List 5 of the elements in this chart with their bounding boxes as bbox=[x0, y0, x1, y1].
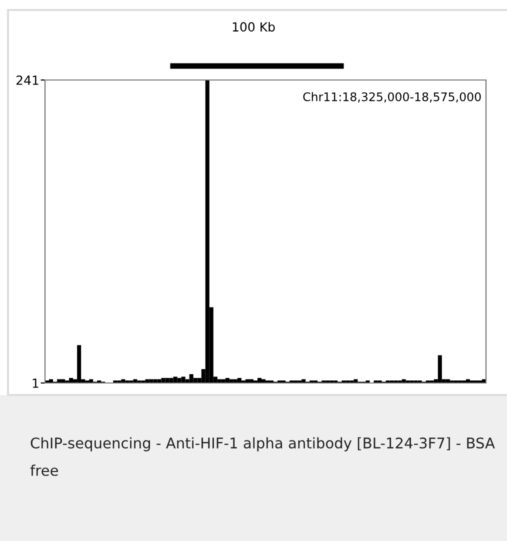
text: 100 Kb bbox=[232, 22, 275, 32]
y-tick-label: 1 bbox=[32, 378, 38, 388]
annotation: Chr11:18,325,000-18,575,000 bbox=[303, 92, 481, 102]
y-tick-label: 241 bbox=[16, 75, 38, 85]
text: ChIP-sequencing - Anti-HIF-1 alpha antibody [BL-124-3F7] - BSA free bbox=[30, 437, 495, 476]
